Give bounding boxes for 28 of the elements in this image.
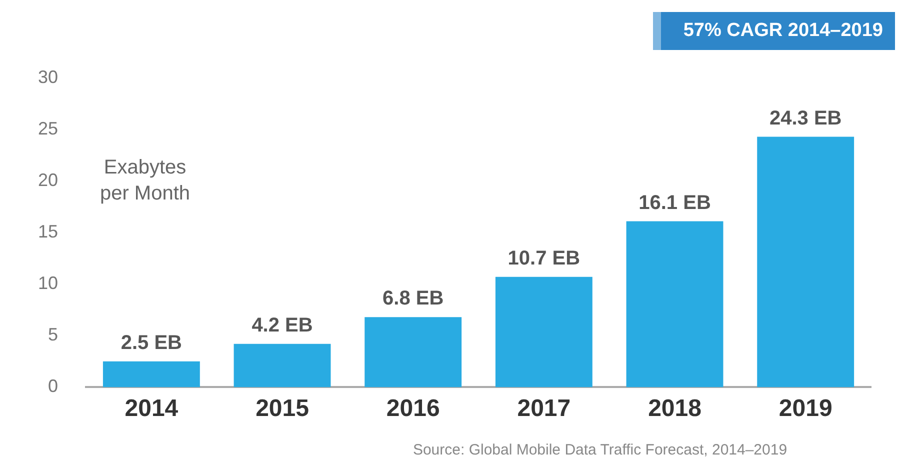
y-tick-label: 20 <box>38 170 58 190</box>
x-tick-label: 2018 <box>648 395 702 422</box>
bar <box>234 344 331 388</box>
data-label: 4.2 EB <box>252 314 313 336</box>
data-label: 2.5 EB <box>120 332 182 354</box>
bar <box>102 361 200 388</box>
y-tick-label: 15 <box>38 222 58 242</box>
y-tick-label: 5 <box>48 324 58 345</box>
y-tick-label: 10 <box>38 273 58 294</box>
x-tick-label: 2019 <box>778 395 832 422</box>
y-tick-label: 30 <box>38 66 58 87</box>
data-label: 6.8 EB <box>382 288 444 310</box>
bar <box>364 317 462 388</box>
y-tick-label: 0 <box>48 376 58 396</box>
y-axis-title: Exabytes per Month <box>100 156 190 205</box>
data-label: 16.1 EB <box>638 192 711 214</box>
source-note: Source: Global Mobile Data Traffic Forecast, 2014–2019 <box>412 442 788 459</box>
x-tick-label: 2015 <box>256 395 309 422</box>
x-tick-label: 2016 <box>386 395 440 422</box>
chart-title: 57% CAGR 2014–2019 <box>653 12 895 50</box>
x-tick-label: 2017 <box>517 395 571 422</box>
x-tick-label: 2014 <box>124 395 179 422</box>
bar <box>626 221 724 388</box>
bar <box>757 136 854 388</box>
data-label: 10.7 EB <box>508 247 580 270</box>
bar <box>495 276 592 388</box>
data-label: 24.3 EB <box>769 107 842 130</box>
y-tick-label: 25 <box>38 118 58 138</box>
